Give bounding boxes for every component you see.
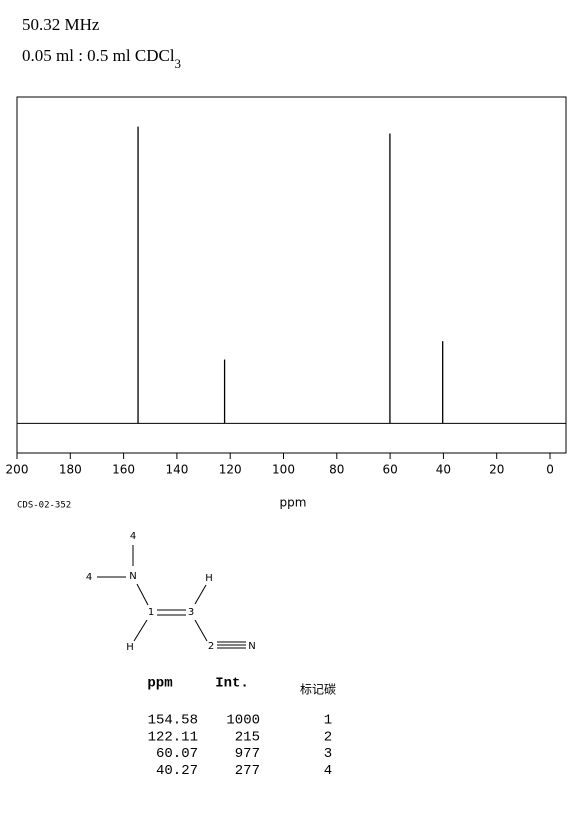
table-assignment: 1 xyxy=(324,713,332,729)
atom-label: N xyxy=(248,641,255,652)
x-tick-label: 60 xyxy=(382,463,397,477)
table-header: 标记碳 xyxy=(300,683,336,697)
atom-label: 4 xyxy=(130,531,136,542)
table-assignment: 3 xyxy=(324,746,332,762)
spectrum-code: CDS-02-352 xyxy=(17,501,71,511)
atom-label: 1 xyxy=(148,607,154,618)
frequency: 50.32 MHz xyxy=(22,15,100,34)
x-tick-label: 20 xyxy=(489,463,504,477)
solvent: 0.05 ml : 0.5 ml CDCl3 xyxy=(22,46,181,71)
table-intensity: 1000 xyxy=(226,713,260,729)
table-header: Int. xyxy=(215,676,249,692)
x-tick-label: 140 xyxy=(165,463,188,477)
solvent-text: 0.05 ml : 0.5 ml CDCl xyxy=(22,46,175,65)
table-ppm: 40.27 xyxy=(156,763,198,779)
table-ppm: 154.58 xyxy=(148,713,198,729)
atom-label: H xyxy=(205,573,213,584)
table-intensity: 977 xyxy=(235,746,260,762)
table-intensity: 215 xyxy=(235,729,260,745)
bond xyxy=(194,584,207,605)
x-tick-label: 40 xyxy=(436,463,451,477)
atom-label: 2 xyxy=(208,641,214,652)
x-tick-label: 200 xyxy=(6,463,29,477)
x-axis-label: ppm xyxy=(280,496,307,510)
table-assignment: 2 xyxy=(324,729,332,745)
atom-label: 4 xyxy=(86,572,92,583)
bond xyxy=(136,583,149,606)
x-tick-label: 120 xyxy=(219,463,242,477)
structure: 4 4 N 1 3 H H 2 N xyxy=(86,531,256,653)
x-tick-label: 180 xyxy=(59,463,82,477)
atom-label: 3 xyxy=(188,607,194,618)
x-tick-label: 0 xyxy=(546,463,554,477)
table-intensity: 277 xyxy=(235,763,260,779)
table-header: ppm xyxy=(147,676,172,692)
x-tick-label: 80 xyxy=(329,463,344,477)
atom-label: H xyxy=(126,642,134,653)
x-tick-label: 100 xyxy=(272,463,295,477)
table-assignment: 4 xyxy=(324,763,332,779)
x-tick-label: 160 xyxy=(112,463,135,477)
solvent-subscript: 3 xyxy=(175,56,182,71)
bond xyxy=(194,619,208,642)
plot-frame xyxy=(16,96,567,454)
table-ppm: 122.11 xyxy=(148,729,198,745)
atom-label: N xyxy=(129,571,136,582)
table-ppm: 60.07 xyxy=(156,746,198,762)
bond xyxy=(133,619,148,642)
